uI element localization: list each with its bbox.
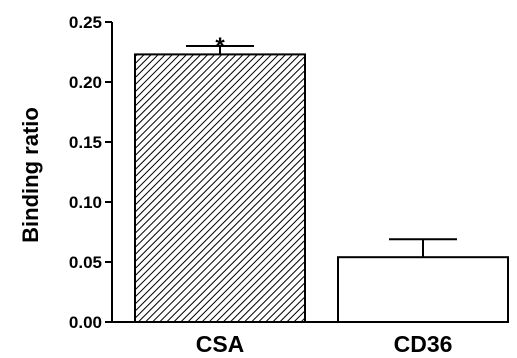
- bar-csa: [134, 53, 306, 324]
- bars: [134, 45, 509, 324]
- x-category-label: CSA: [196, 331, 245, 357]
- y-tick-label: 0.15: [69, 133, 102, 152]
- y-tick-label: 0.20: [69, 73, 102, 92]
- y-tick-label: 0.00: [69, 313, 102, 332]
- y-tick-label: 0.05: [69, 253, 102, 272]
- significance-annotation: *: [215, 33, 225, 60]
- labels: 0.00 0.05 0.10 0.15 0.20 0.25 Binding ratio * CS…: [18, 13, 452, 357]
- x-category-label: CD36: [394, 331, 453, 357]
- y-tick-label: 0.25: [69, 13, 102, 32]
- y-tick-label: 0.10: [69, 193, 102, 212]
- y-axis-title: Binding ratio: [18, 107, 43, 243]
- bar-cd36: [337, 256, 509, 324]
